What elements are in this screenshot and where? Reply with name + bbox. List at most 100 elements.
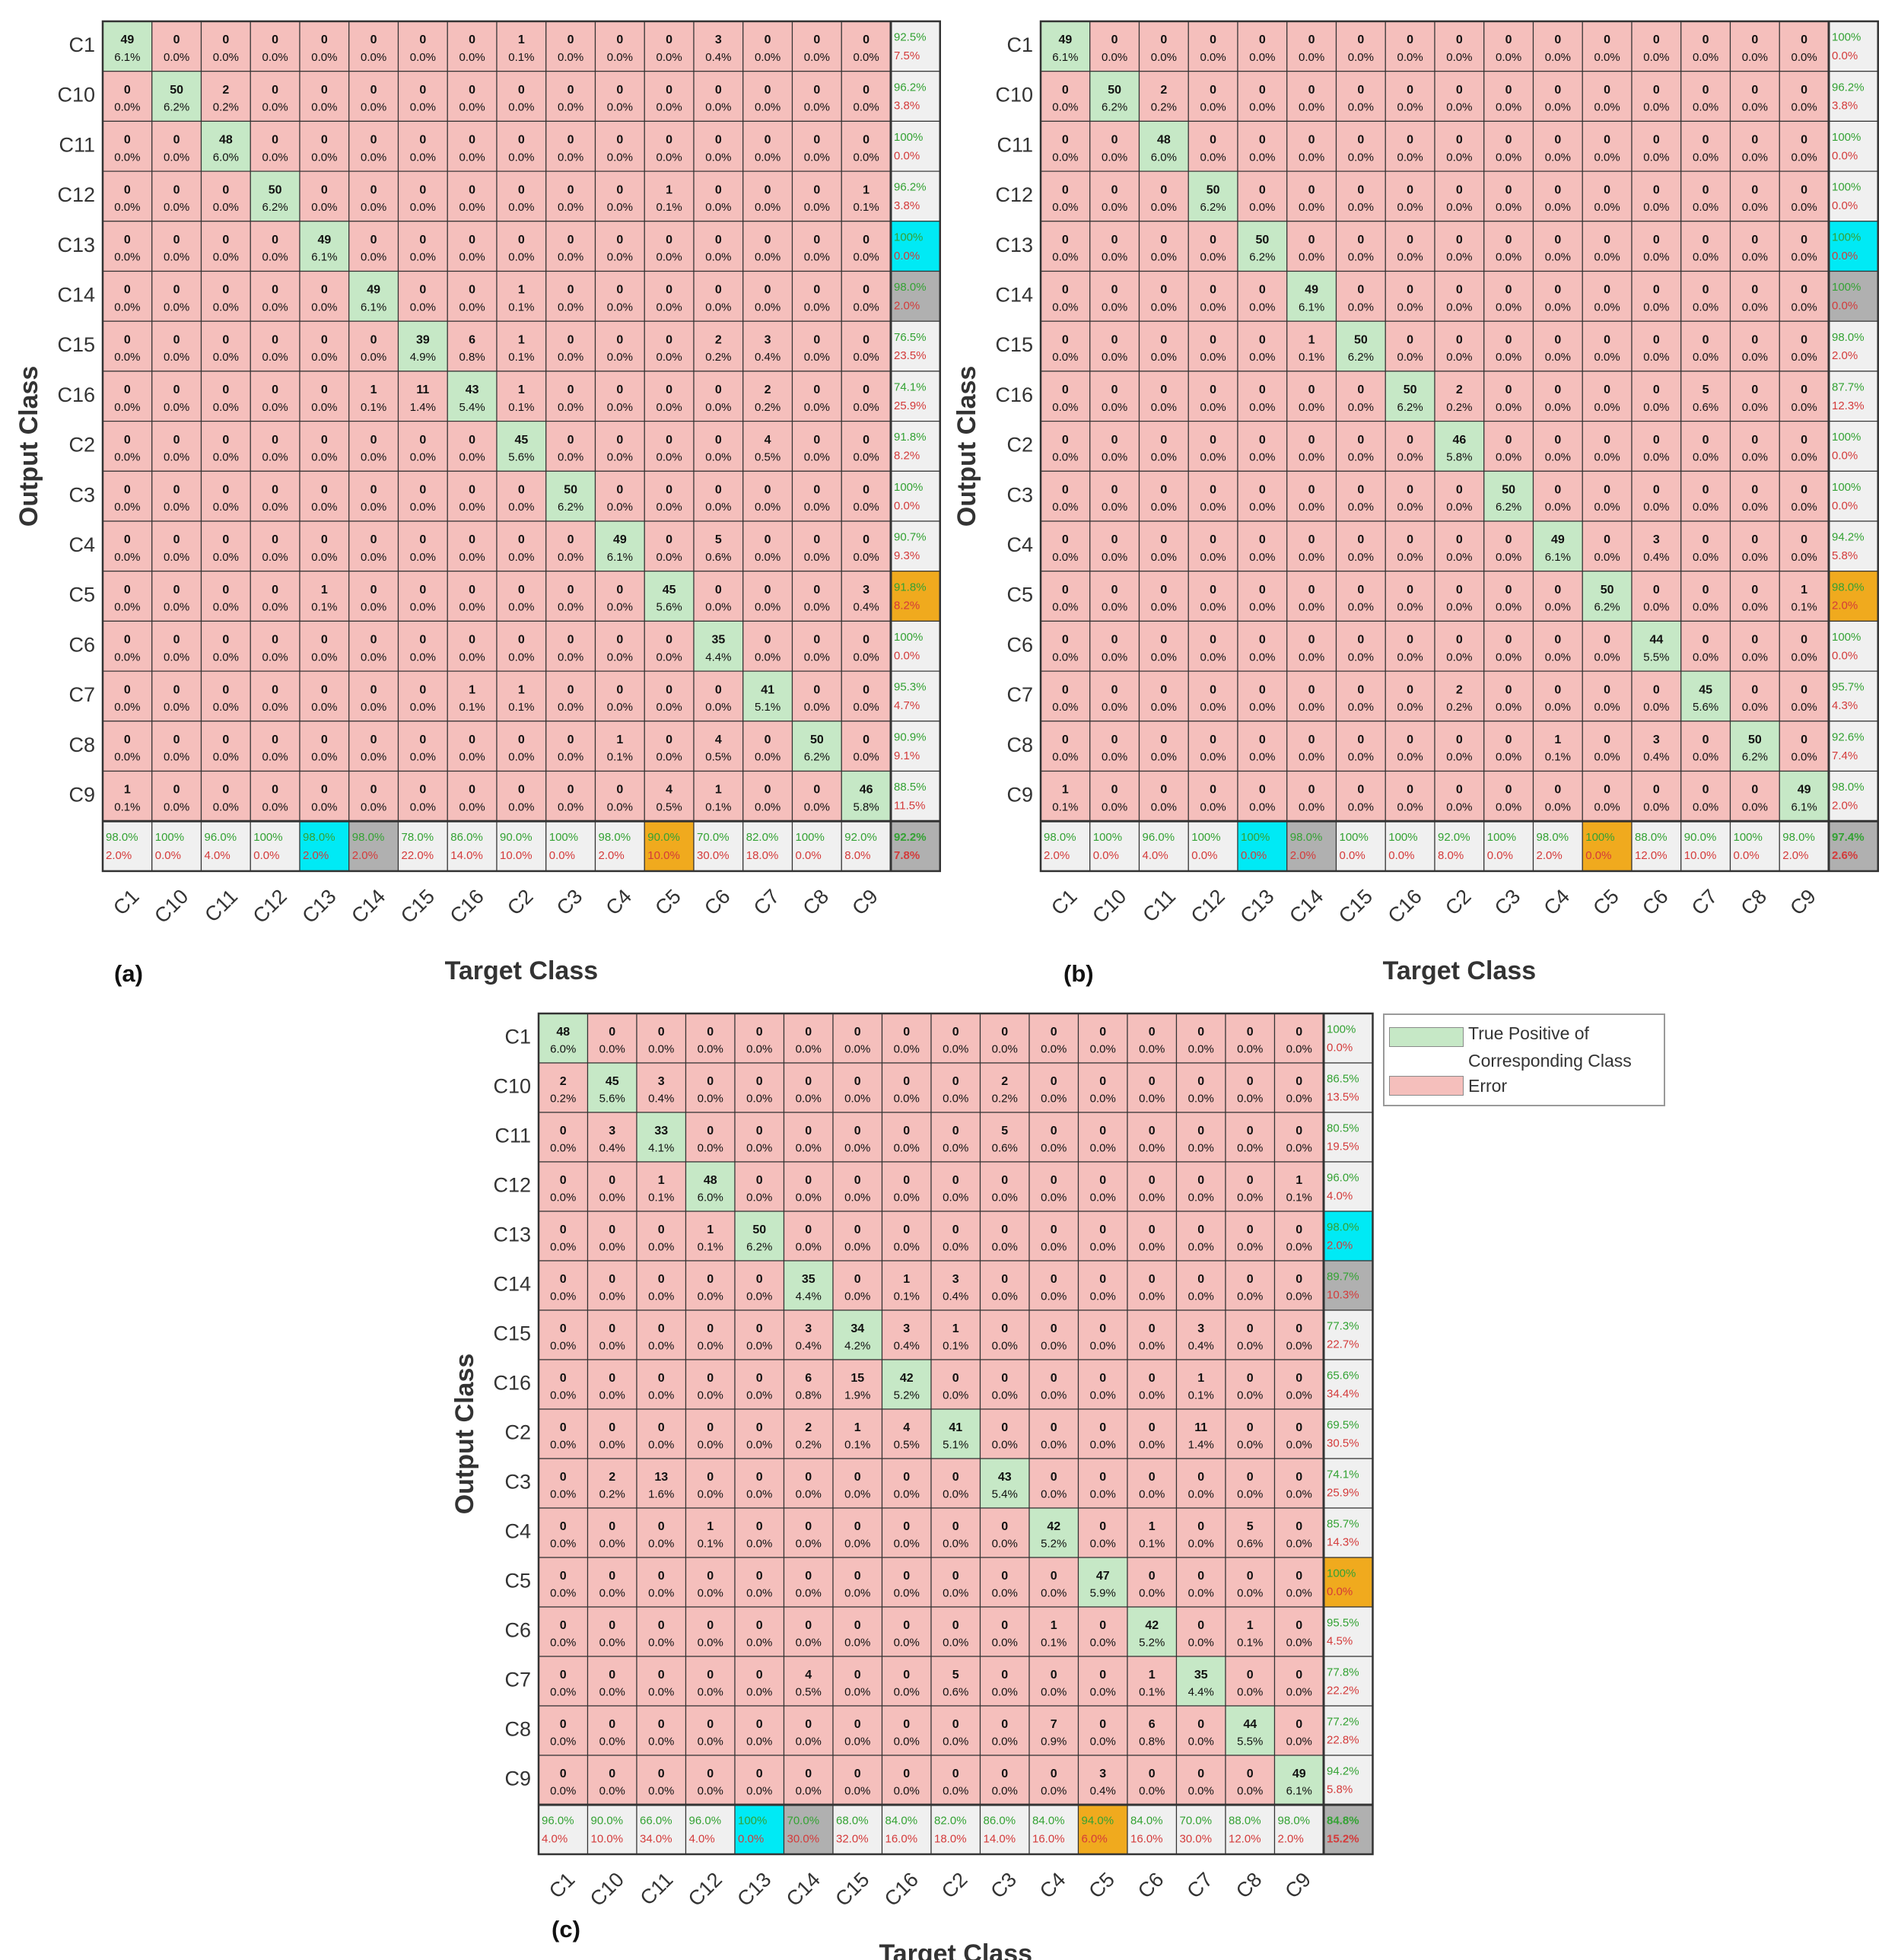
- cell-percent: 0.0%: [1249, 551, 1275, 564]
- overall-cell: [1323, 1804, 1374, 1855]
- cell-percent: 0.0%: [657, 151, 682, 164]
- row-error: 0.0%: [894, 250, 920, 262]
- cell-percent: 0.0%: [698, 1735, 723, 1748]
- row-precision: 74.1%: [1327, 1468, 1359, 1481]
- cell-percent: 0.0%: [311, 551, 337, 564]
- cell-percent: 0.0%: [804, 601, 830, 614]
- col-error: 4.0%: [542, 1832, 567, 1845]
- row-summary-cell: [1828, 221, 1879, 272]
- cell-percent: 0.0%: [1090, 1389, 1116, 1402]
- cell-percent: 0.0%: [1041, 1438, 1067, 1451]
- col-error: 0.0%: [796, 849, 822, 862]
- cell-percent: 0.0%: [1151, 401, 1177, 414]
- cell-count: 0: [1308, 634, 1315, 647]
- cell-percent: 6.0%: [550, 1042, 576, 1055]
- cell-count: 2: [560, 1075, 567, 1088]
- matrix-cell: [1040, 721, 1091, 772]
- col-error: 2.0%: [599, 849, 625, 862]
- cell-percent: 0.0%: [1397, 751, 1423, 764]
- col-tick-label: C14: [347, 885, 389, 928]
- row-error: 3.8%: [894, 100, 920, 113]
- cell-count: 0: [1111, 284, 1118, 297]
- cell-percent: 5.9%: [1090, 1586, 1116, 1599]
- cell-count: 0: [1001, 1520, 1008, 1533]
- col-recall: 98.0%: [352, 831, 385, 844]
- cell-count: 0: [321, 33, 328, 46]
- cell-count: 0: [765, 134, 771, 147]
- cell-percent: 0.1%: [508, 401, 534, 414]
- cell-count: 0: [1801, 434, 1807, 447]
- cell-percent: 0.0%: [1742, 201, 1768, 214]
- matrix-cell: [1138, 770, 1189, 822]
- cell-count: 0: [518, 234, 525, 247]
- matrix-cell: [447, 520, 498, 572]
- cell-count: 0: [952, 1768, 959, 1780]
- matrix-border: [101, 20, 941, 873]
- cell-count: 0: [1751, 533, 1758, 546]
- cell-count: 3: [609, 1125, 615, 1138]
- cell-count: 0: [854, 1026, 861, 1039]
- cell-percent: 0.0%: [1594, 51, 1620, 64]
- cell-percent: 0.0%: [1791, 401, 1817, 414]
- cell-percent: 0.0%: [854, 101, 879, 114]
- col-tick-label: C11: [636, 1868, 678, 1910]
- matrix-cell: [447, 170, 498, 222]
- matrix-cell: [151, 170, 202, 222]
- cell-count: 0: [1111, 483, 1118, 496]
- matrix-cell: [791, 120, 842, 172]
- cell-percent: 0.0%: [1348, 301, 1374, 313]
- cell-count: 1: [903, 1273, 910, 1286]
- cell-percent: 0.0%: [558, 751, 583, 764]
- cell-percent: 0.0%: [1188, 1636, 1214, 1649]
- cell-percent: 0.0%: [1594, 101, 1620, 114]
- matrix-cell: [1138, 620, 1189, 672]
- row-precision: 95.3%: [894, 681, 927, 694]
- col-recall: 98.0%: [1290, 831, 1323, 844]
- matrix-cell: [545, 770, 596, 822]
- cell-count: 0: [1407, 284, 1413, 297]
- cell-percent: 0.0%: [1693, 800, 1718, 813]
- cell-count: 0: [1653, 584, 1660, 597]
- matrix-cell: [685, 1013, 736, 1064]
- cell-percent: 0.0%: [1200, 101, 1226, 114]
- cell-count: 0: [715, 234, 722, 247]
- matrix-cell: [685, 1309, 736, 1360]
- cell-percent: 0.0%: [1693, 301, 1718, 313]
- col-summary-cell: [1127, 1804, 1178, 1855]
- matrix-cell: [1434, 770, 1485, 822]
- cell-percent: 0.0%: [1249, 151, 1275, 164]
- col-summary-cell: [538, 1804, 589, 1855]
- cell-percent: 0.0%: [1200, 401, 1226, 414]
- cell-count: 0: [370, 434, 377, 447]
- cell-count: 49: [1551, 533, 1565, 546]
- matrix-cell: [1273, 1062, 1324, 1113]
- cell-percent: 0.0%: [1545, 251, 1571, 264]
- cell-percent: 4.9%: [410, 351, 436, 364]
- matrix-cell: [832, 1309, 883, 1360]
- cell-percent: 0.0%: [1249, 501, 1275, 514]
- col-summary-cell: [1138, 820, 1189, 872]
- cell-count: 0: [854, 1125, 861, 1138]
- cell-percent: 0.0%: [361, 751, 386, 764]
- cell-percent: 0.0%: [311, 701, 337, 714]
- cell-count: 0: [1505, 134, 1512, 147]
- cell-count: 0: [1259, 383, 1266, 396]
- cell-count: 0: [1308, 533, 1315, 546]
- cell-percent: 0.0%: [361, 51, 386, 64]
- matrix-cell: [685, 1705, 736, 1756]
- cell-count: 0: [616, 584, 623, 597]
- cell-count: 0: [609, 1273, 615, 1286]
- row-tick-label: C3: [504, 1471, 531, 1494]
- cell-count: 1: [124, 784, 131, 797]
- cell-count: 0: [560, 1125, 567, 1138]
- cell-percent: 0.6%: [705, 551, 731, 564]
- cell-percent: 0.0%: [1200, 751, 1226, 764]
- cell-count: 0: [952, 1718, 959, 1731]
- cell-percent: 0.0%: [1286, 1092, 1312, 1105]
- matrix-cell: [636, 1161, 687, 1212]
- matrix-cell: [1127, 1359, 1178, 1410]
- cell-percent: 6.2%: [804, 751, 830, 764]
- matrix-cell: [979, 1013, 1030, 1064]
- matrix-cell: [348, 520, 399, 572]
